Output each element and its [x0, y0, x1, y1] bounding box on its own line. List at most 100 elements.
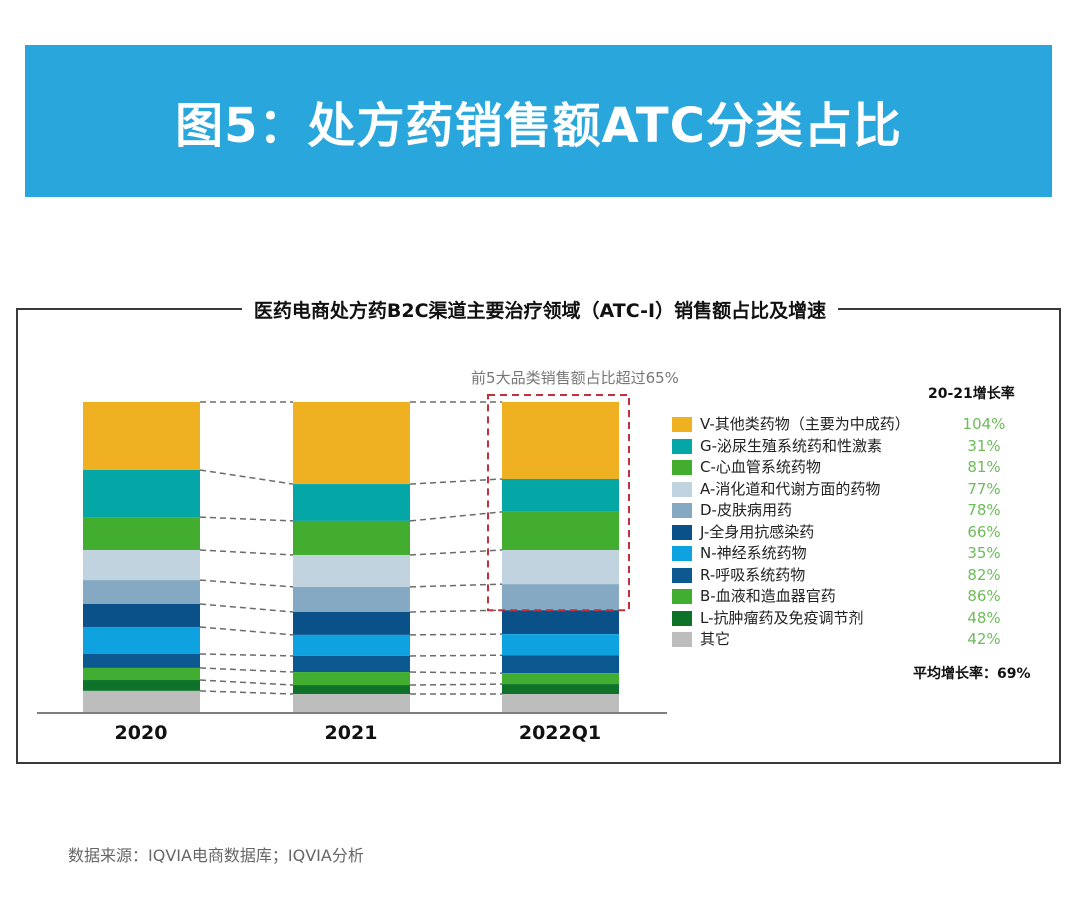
connector-line: [199, 653, 294, 657]
x-tick-label: 2022Q1: [518, 722, 602, 744]
x-tick-label: 2020: [114, 722, 168, 744]
growth-rate-value: 82%: [967, 565, 1001, 584]
bar-segment: [502, 684, 619, 695]
legend-label: R-呼吸系统药物: [700, 565, 806, 584]
legend-swatch: [672, 524, 692, 540]
legend-item: N-神经系统药物 35%: [672, 543, 1052, 565]
bar-segment: [83, 690, 200, 712]
legend-item: V-其他类药物（主要为中成药） 104%: [672, 414, 1052, 436]
bar-segment: [293, 611, 410, 635]
connector-line: [409, 549, 503, 556]
legend-item: D-皮肤病用药 78%: [672, 500, 1052, 522]
x-tick-label: 2021: [324, 722, 378, 744]
legend-swatch: [672, 503, 692, 518]
legend: V-其他类药物（主要为中成药） 104% G-泌尿生殖系统药和性激素 31% C-心血管…: [672, 414, 1052, 651]
connector-line: [199, 516, 294, 522]
bar-segment: [83, 667, 200, 681]
title-banner: 图5：处方药销售额ATC分类占比: [25, 45, 1052, 197]
bar-segment: [502, 673, 619, 685]
chart-subtitle: 前5大品类销售额占比超过65%: [471, 369, 679, 387]
data-source-note: 数据来源：IQVIA电商数据库；IQVIA分析: [68, 846, 364, 865]
bar-segment: [293, 634, 410, 656]
connector-line: [199, 690, 294, 695]
growth-rate-value: 77%: [967, 479, 1001, 498]
growth-rate-value: 104%: [962, 415, 1006, 433]
connector-line: [199, 549, 294, 556]
bar-segment: [502, 584, 619, 611]
growth-rate-value: 35%: [967, 544, 1001, 562]
legend-item: L-抗肿瘤药及免疫调节剂 48%: [672, 608, 1052, 630]
legend-swatch: [672, 567, 692, 583]
legend-label: B-血液和造血器官药: [700, 587, 836, 605]
legend-swatch: [672, 481, 692, 497]
connector-line: [199, 579, 294, 588]
growth-rate-value: 81%: [967, 458, 1001, 476]
connector-line: [409, 633, 503, 636]
legend-item: J-全身用抗感染药 66%: [672, 522, 1052, 544]
bar-segment: [83, 550, 200, 581]
connector-line: [409, 671, 503, 674]
legend-label: 其它: [700, 630, 731, 648]
connector-line: [409, 654, 503, 657]
legend-label: C-心血管系统药物: [700, 458, 821, 476]
connector-line: [199, 679, 294, 686]
average-growth-rate: 平均增长率：69%: [913, 666, 1031, 682]
bar-segment: [502, 478, 619, 512]
legend-item: G-泌尿生殖系统药和性激素 31%: [672, 436, 1052, 458]
bar-segment: [502, 550, 619, 585]
growth-rate-value: 48%: [967, 608, 1001, 627]
legend-swatch: [672, 417, 692, 432]
growth-rate-value: 42%: [967, 630, 1001, 648]
bar-segment: [293, 685, 410, 695]
bar-segment: [502, 402, 619, 479]
growth-rate-value: 31%: [967, 436, 1001, 455]
growth-rate-value: 66%: [967, 522, 1001, 541]
legend-label: D-皮肤病用药: [700, 501, 792, 519]
legend-label: A-消化道和代谢方面的药物: [700, 479, 881, 498]
legend-swatch: [672, 460, 692, 475]
legend-label: J-全身用抗感染药: [700, 522, 815, 541]
legend-label: L-抗肿瘤药及免疫调节剂: [700, 608, 864, 627]
bar-segment: [502, 694, 619, 712]
connector-line: [199, 469, 294, 485]
bar-segment: [83, 604, 200, 627]
bar-segment: [293, 484, 410, 521]
bar-segment: [83, 580, 200, 605]
bar-segment: [83, 402, 200, 470]
legend-item: 其它 42%: [672, 629, 1052, 651]
bar-segment: [502, 634, 619, 656]
growth-rate-value: 86%: [967, 587, 1001, 605]
connector-line: [199, 626, 294, 636]
chart-title-wrap: 医药电商处方药B2C渠道主要治疗领域（ATC-I）销售额占比及增速: [0, 296, 1080, 323]
legend-label: V-其他类药物（主要为中成药）: [700, 415, 910, 433]
bar-segment: [83, 653, 200, 668]
legend-item: R-呼吸系统药物 82%: [672, 565, 1052, 587]
bar-segment: [293, 520, 410, 555]
connector-line: [199, 667, 294, 673]
bar-segment: [502, 610, 619, 635]
connector-line: [409, 511, 503, 522]
chart-title: 医药电商处方药B2C渠道主要治疗领域（ATC-I）销售额占比及增速: [241, 300, 839, 322]
bar-segment: [502, 655, 619, 674]
legend-item: C-心血管系统药物 81%: [672, 457, 1052, 479]
growth-rate-value: 78%: [967, 501, 1001, 519]
connector-line: [409, 683, 503, 686]
legend-swatch: [672, 589, 692, 604]
legend-label: G-泌尿生殖系统药和性激素: [700, 436, 883, 455]
bar-segment: [502, 511, 619, 551]
connector-line: [199, 603, 294, 613]
connector-line: [409, 609, 503, 613]
bar-segment: [83, 626, 200, 654]
legend-item: A-消化道和代谢方面的药物 77%: [672, 479, 1052, 501]
growth-rate-header: 20-21增长率: [928, 386, 1015, 402]
connector-line: [409, 478, 503, 485]
highlight-box: [487, 394, 630, 612]
figure-title: 图5：处方药销售额ATC分类占比: [175, 98, 902, 154]
legend-item: B-血液和造血器官药 86%: [672, 586, 1052, 608]
bar-segment: [293, 672, 410, 686]
connector-line: [409, 583, 503, 588]
bar-segment: [83, 680, 200, 691]
bar-segment: [293, 586, 410, 612]
legend-swatch: [672, 546, 692, 561]
